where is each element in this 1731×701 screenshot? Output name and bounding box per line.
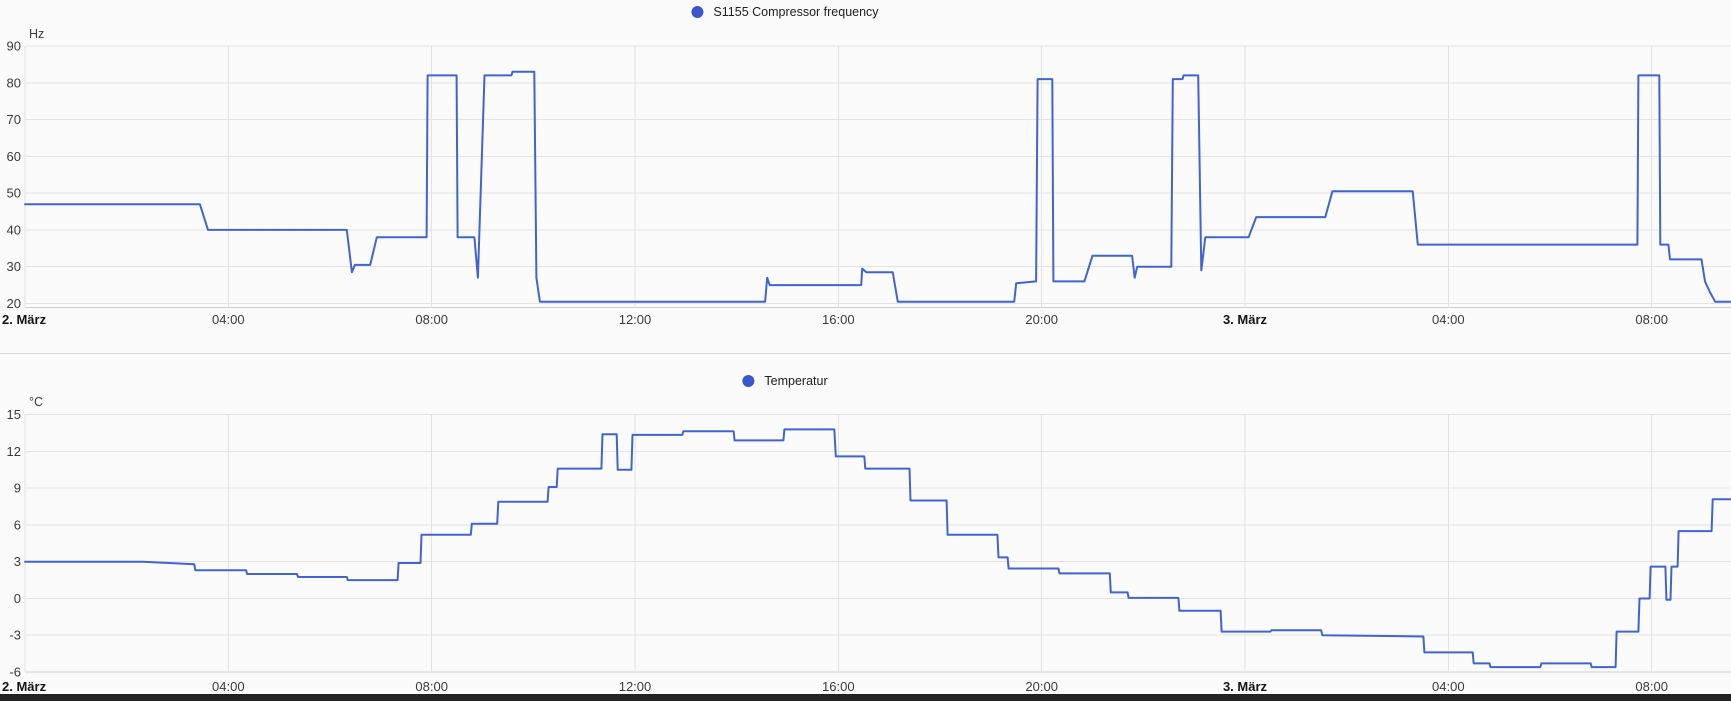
y-axis-unit-label: °C: [29, 395, 43, 409]
y-tick-label: 9: [14, 481, 21, 496]
legend-dot-icon: [742, 375, 755, 387]
x-time-label: 20:00: [1025, 679, 1058, 694]
chart-divider: [0, 353, 1731, 354]
y-tick-label: 80: [7, 75, 21, 90]
y-tick-label: 6: [14, 517, 21, 532]
series-line: [24, 70, 1731, 303]
y-tick-label: 12: [7, 444, 21, 459]
y-tick-label: 60: [7, 149, 21, 164]
x-time-label: 08:00: [415, 312, 448, 327]
frequency-legend-label: S1155 Compressor frequency: [713, 5, 879, 19]
x-time-label: 04:00: [212, 679, 245, 694]
temperature-chart: Temperatur 15 12 9 6 3 0 -3 -6 2. März 04:00 08:00…: [0, 353, 1731, 694]
temperature-legend-label: Temperatur: [764, 374, 828, 388]
legend-dot-icon: [691, 6, 704, 18]
y-tick-label: 90: [7, 38, 21, 53]
x-date-label: 3. März: [1223, 312, 1268, 327]
y-axis-unit-label: Hz: [29, 27, 44, 41]
temperature-legend[interactable]: Temperatur: [742, 372, 828, 390]
y-tick-label: 30: [7, 259, 21, 274]
y-tick-label: -6: [9, 665, 21, 680]
y-tick-label: 3: [14, 554, 21, 569]
y-tick-label: 20: [7, 296, 21, 311]
compressor-frequency-chart: S1155 Compressor frequency 90 80 70 60 50 40 3…: [2, 3, 1731, 327]
x-time-label: 12:00: [619, 312, 652, 327]
y-tick-label: 0: [14, 591, 21, 606]
x-time-label: 04:00: [1432, 312, 1465, 327]
x-time-label: 08:00: [415, 679, 448, 694]
x-date-label: 2. März: [2, 312, 47, 327]
bottom-bar: [0, 694, 1731, 701]
y-tick-label: 50: [7, 186, 21, 201]
frequency-plot: 90 80 70 60 50 40 30 202. März 04:00 08:00 12:00 16…: [2, 27, 1731, 327]
y-tick-label: 40: [7, 222, 21, 237]
x-time-label: 04:00: [212, 312, 245, 327]
y-tick-label: -3: [9, 628, 21, 643]
x-date-label: 3. März: [1223, 679, 1268, 694]
series-line: [24, 428, 1731, 669]
x-time-label: 20:00: [1025, 312, 1058, 327]
x-time-label: 04:00: [1432, 679, 1465, 694]
x-time-label: 08:00: [1635, 679, 1668, 694]
x-date-label: 2. März: [2, 679, 47, 694]
frequency-legend[interactable]: S1155 Compressor frequency: [691, 3, 879, 21]
x-time-label: 12:00: [619, 679, 652, 694]
x-time-label: 08:00: [1635, 312, 1668, 327]
x-time-label: 16:00: [822, 679, 855, 694]
temperature-plot: 15 12 9 6 3 0 -3 -62. März 04:00 08:00 12:00 16:00 2…: [2, 395, 1731, 694]
y-tick-label: 70: [7, 112, 21, 127]
x-time-label: 16:00: [822, 312, 855, 327]
y-tick-label: 15: [7, 407, 21, 422]
